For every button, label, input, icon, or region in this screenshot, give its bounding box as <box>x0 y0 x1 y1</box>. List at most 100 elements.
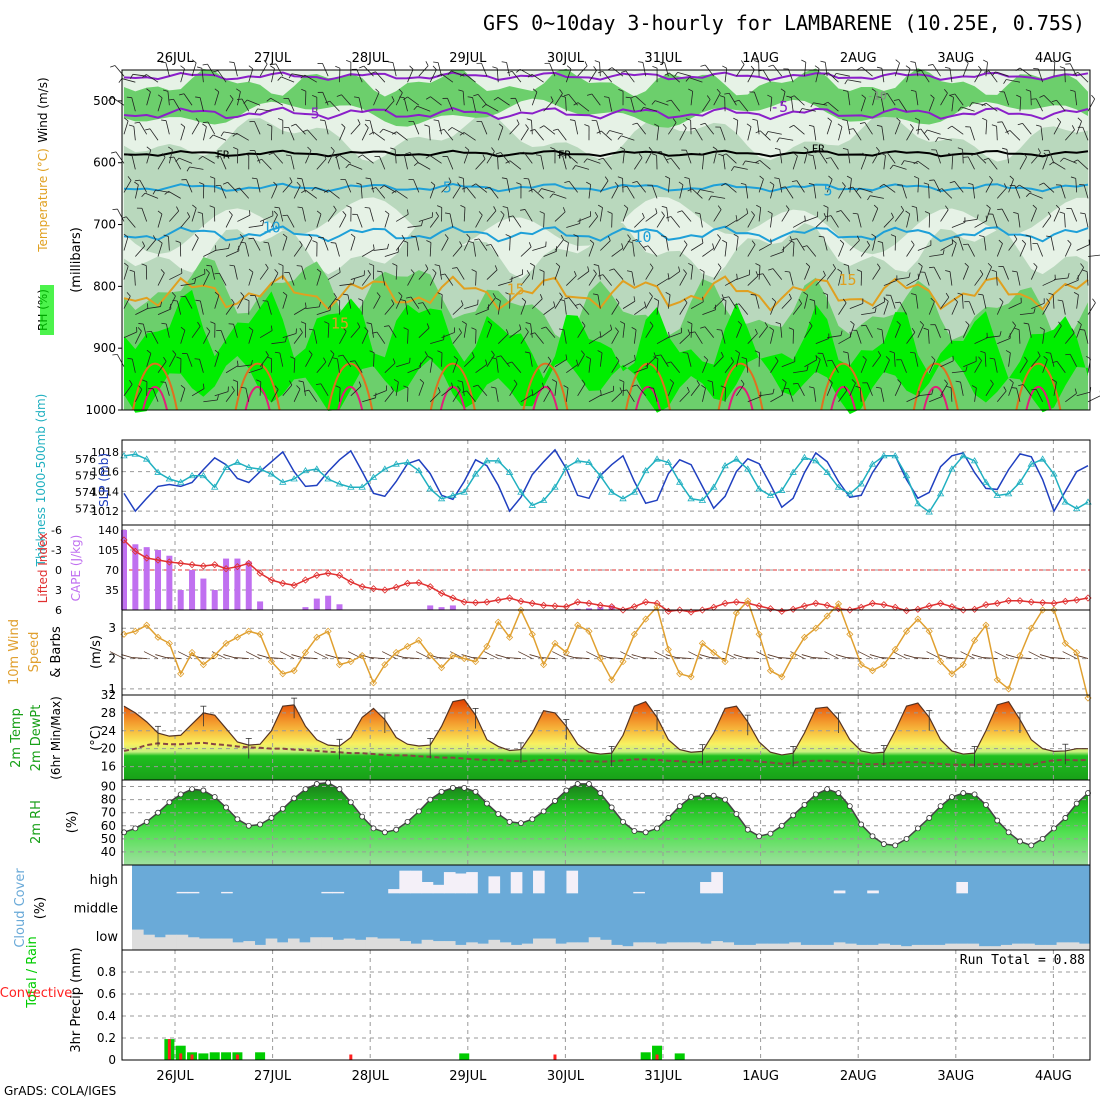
rh2m-series-point <box>983 801 989 808</box>
wind-barb-flag <box>551 379 557 383</box>
thickness-series-point <box>449 491 457 498</box>
wind-barb-flag <box>782 378 787 383</box>
wind-barb <box>711 195 726 199</box>
wind-barb <box>602 157 612 170</box>
contour-label: 10 <box>633 228 651 246</box>
wind-barb-flag <box>234 187 240 191</box>
wind-barb <box>287 214 295 228</box>
surface-wind-barb <box>518 651 533 659</box>
wind-barb <box>404 155 408 170</box>
wind-barb <box>724 278 738 286</box>
wind-barb <box>139 122 148 135</box>
li-series-point <box>1073 596 1081 604</box>
precip-tick-label: 0.4 <box>97 1009 116 1023</box>
wind-barb <box>254 295 261 309</box>
wind-barb-flag <box>342 211 347 216</box>
wind-barb <box>543 250 557 257</box>
wind-barb-flag <box>723 296 730 299</box>
wind-barb <box>622 208 629 222</box>
rh2m-series-point <box>608 804 615 811</box>
wind-barb <box>745 184 749 199</box>
wind-barb-flag <box>859 122 865 124</box>
date-label-bottom: 1AUG <box>742 1069 779 1084</box>
wind-barb-flag <box>742 160 746 166</box>
wind-barb-flag <box>370 71 376 74</box>
wind-barb <box>327 323 330 338</box>
wind-barb <box>339 154 352 164</box>
wind-barb-flag <box>161 119 167 122</box>
li-series-point <box>868 599 877 607</box>
wind10m-series-point <box>279 670 287 678</box>
wind-barb-flag <box>826 359 833 362</box>
wind-barb-flag <box>330 350 335 355</box>
cloud-low-gap <box>499 942 512 950</box>
wind-barb <box>288 272 295 286</box>
wind-barb-flag <box>419 379 424 383</box>
wind-barb <box>395 190 408 199</box>
wind10m-series-point <box>1016 651 1024 660</box>
wind-barb-flag <box>685 118 691 121</box>
wind-barb <box>951 243 957 257</box>
wind-barb <box>1052 294 1055 309</box>
wind-barb <box>429 185 436 199</box>
wind-barb <box>1022 123 1032 135</box>
wind-barb <box>985 102 998 112</box>
wind-barb <box>429 216 439 228</box>
rh2m-series-point <box>1017 838 1023 845</box>
wind10m-series-point <box>1073 648 1081 657</box>
wind-barb <box>736 383 745 397</box>
wind-barb-flag <box>160 301 163 307</box>
li-series-point <box>506 594 514 602</box>
wind-barb <box>847 91 851 106</box>
wind-barb-flag <box>875 147 880 152</box>
precip-tick-label: 0.2 <box>97 1031 116 1045</box>
wind-barb-flag <box>767 94 772 98</box>
wind-barb-flag <box>706 95 711 100</box>
cloud-low-gap <box>733 944 746 950</box>
wind-barb <box>157 361 167 373</box>
li-series-point <box>313 571 321 579</box>
wind-barb <box>1077 159 1089 170</box>
wind-barb-flag <box>768 64 774 67</box>
wind-barb-flag <box>459 73 465 77</box>
rh2m-series-point <box>143 818 150 825</box>
wind-barb <box>1001 121 1009 135</box>
wind-barb-flag <box>445 212 451 215</box>
wind-barb-flag <box>297 206 303 209</box>
wind-barb-flag <box>699 152 704 156</box>
surface-wind-barb <box>858 651 873 659</box>
wind-barb-flag <box>268 152 274 156</box>
wind-barb <box>656 126 660 141</box>
wind-barb-flag <box>1018 384 1024 387</box>
wind-barb-flag <box>823 205 829 208</box>
wind-barb <box>625 70 635 83</box>
wind-barb-flag <box>142 379 148 383</box>
wind-barb-flag <box>799 108 803 113</box>
wind-barb <box>985 120 988 135</box>
wind-barb-flag <box>437 350 443 354</box>
wind-barb-flag <box>576 359 579 365</box>
wind-barb <box>370 178 374 193</box>
precip-tick-label: 0 <box>108 1053 116 1067</box>
contour-25 <box>922 386 949 411</box>
wind-barb-flag <box>498 123 504 128</box>
wind-barb-flag <box>418 302 424 304</box>
contour-20 <box>429 362 476 411</box>
wind-barb <box>894 324 901 338</box>
wind-barb-flag <box>631 327 637 331</box>
li-series-point <box>143 554 151 562</box>
wind-barb <box>849 324 855 338</box>
wind-barb <box>329 100 340 112</box>
cape-tick-label: 105 <box>98 544 119 557</box>
wind-barb-flag <box>619 379 625 383</box>
wind-barb-flag <box>594 211 599 217</box>
li-series-point <box>1061 597 1069 605</box>
wind-barb-flag <box>769 181 775 186</box>
wind-barb-flag <box>700 122 706 126</box>
wind-barb-flag <box>716 329 722 331</box>
wind-barb <box>1087 302 1096 315</box>
wind-barb-flag <box>674 72 678 77</box>
wind-barb-flag <box>152 235 157 240</box>
wind-barb <box>738 99 749 112</box>
wind-barb <box>988 70 998 83</box>
